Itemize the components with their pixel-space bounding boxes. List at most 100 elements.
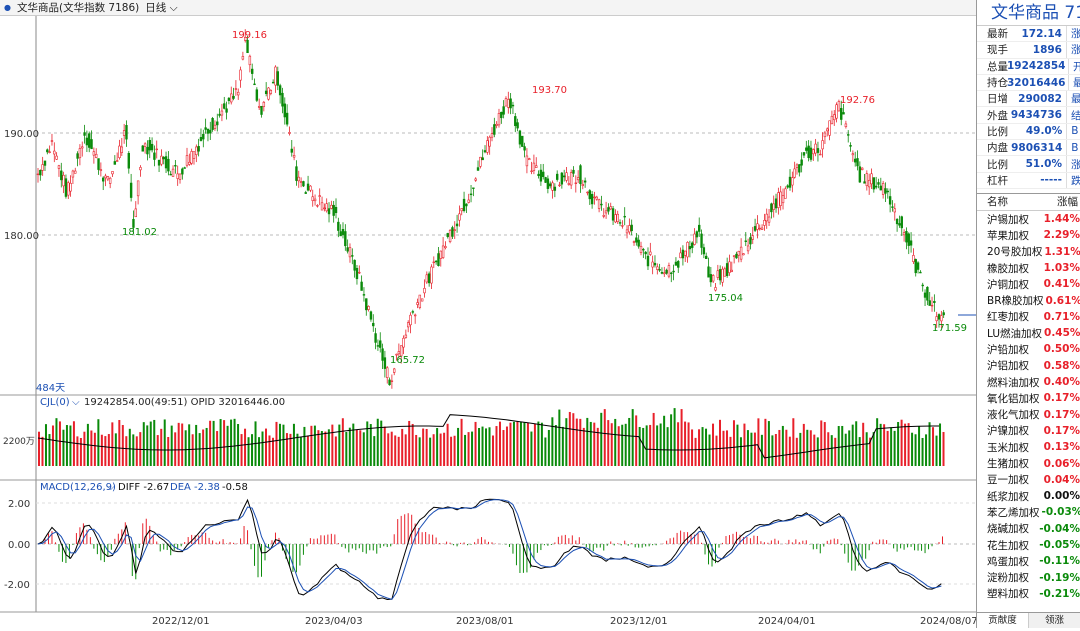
- candle-body: [787, 186, 789, 187]
- product-change: 0.58%: [1042, 360, 1080, 372]
- vol-indicator-label[interactable]: CJL(0): [40, 397, 70, 408]
- volume-bar: [125, 436, 127, 466]
- volume-bar: [656, 425, 658, 466]
- tab-leaders[interactable]: 领涨: [1029, 613, 1080, 628]
- vol-dropdown-icon[interactable]: ⌵: [72, 397, 80, 408]
- candle-body: [389, 380, 391, 385]
- candle-body: [419, 295, 421, 307]
- tab-contribution[interactable]: 贡献度: [977, 613, 1029, 628]
- kline-chart[interactable]: 190.00 180.00 484天 199.16 181.02 193.70 …: [0, 16, 976, 628]
- volume-bar: [394, 435, 396, 466]
- volume-bar: [279, 424, 281, 466]
- candle-body: [603, 215, 605, 216]
- candle-body: [342, 229, 344, 234]
- candle-body: [719, 269, 721, 280]
- quote-value: 1896: [1007, 44, 1062, 56]
- period-selector[interactable]: 日线 ⌵: [145, 0, 177, 15]
- product-change: 0.13%: [1042, 441, 1080, 453]
- volume-bar: [544, 437, 546, 466]
- candle-body: [680, 253, 682, 258]
- volume-bar: [810, 430, 812, 466]
- candle-body: [878, 182, 880, 184]
- candle-body: [249, 56, 251, 65]
- candle-body: [899, 223, 901, 225]
- volume-bar: [674, 408, 676, 466]
- quote-side-label: 涨: [1066, 26, 1080, 41]
- candle-body: [240, 70, 242, 80]
- candle-body: [922, 285, 924, 286]
- volume-bar: [625, 424, 627, 466]
- volume-bar: [663, 416, 665, 466]
- product-change: 0.71%: [1042, 311, 1080, 323]
- candle-body: [384, 358, 386, 369]
- candle-body: [310, 186, 312, 190]
- volume-bar: [293, 424, 295, 466]
- candle-body: [414, 315, 416, 316]
- volume-bar: [464, 435, 466, 466]
- product-row[interactable]: 鸡蛋加权-0.11%: [977, 553, 1080, 569]
- product-row[interactable]: 花生加权-0.05%: [977, 537, 1080, 553]
- candle-body: [540, 170, 542, 181]
- candle-body: [908, 234, 910, 246]
- instrument-title[interactable]: 文华商品(文华指数 7186): [17, 0, 139, 15]
- candle-body: [577, 178, 579, 180]
- quote-row: 总量19242854开: [977, 59, 1080, 75]
- macd-indicator-label[interactable]: MACD(12,26,9): [40, 482, 116, 493]
- candle-body: [668, 266, 670, 277]
- volume-bar: [359, 430, 361, 466]
- annotation-low-1: 181.02: [122, 227, 157, 238]
- candle-body: [482, 158, 484, 160]
- candle-body: [605, 211, 607, 213]
- candle-body: [901, 217, 903, 228]
- header-change[interactable]: 涨幅: [1047, 194, 1078, 209]
- chart-area[interactable]: 190.00 180.00 484天 199.16 181.02 193.70 …: [0, 16, 976, 628]
- candle-body: [943, 313, 945, 315]
- macd-dropdown-icon[interactable]: ⌵: [107, 482, 115, 493]
- candle-body: [715, 287, 717, 290]
- product-row[interactable]: 苯乙烯加权-0.03%: [977, 504, 1080, 520]
- candle-body: [694, 234, 696, 244]
- candle-body: [521, 136, 523, 146]
- macd-diff: DIFF -2.67: [118, 482, 169, 493]
- candle-body: [70, 183, 72, 191]
- product-row[interactable]: 烧碱加权-0.04%: [977, 521, 1080, 537]
- product-row[interactable]: 淀粉加权-0.19%: [977, 570, 1080, 586]
- candle-body: [53, 151, 55, 154]
- volume-bar: [583, 428, 585, 466]
- header-name[interactable]: 名称: [977, 194, 1047, 209]
- product-change: -0.21%: [1037, 588, 1080, 600]
- quote-row: 外盘9434736结: [977, 107, 1080, 123]
- volume-bar: [771, 435, 773, 466]
- product-row[interactable]: 塑料加权-0.21%: [977, 586, 1080, 602]
- quote-side-label: 涨: [1066, 156, 1080, 171]
- candle-body: [568, 183, 570, 184]
- volume-bar: [108, 434, 110, 466]
- candle-body: [724, 269, 726, 276]
- volume-bar: [681, 409, 683, 466]
- volume-bar: [890, 427, 892, 466]
- candle-body: [172, 169, 174, 176]
- candle-body: [798, 165, 800, 173]
- volume-bar: [527, 423, 529, 466]
- candle-body: [307, 184, 309, 190]
- candle-body: [691, 243, 693, 248]
- volume-bar: [321, 431, 323, 466]
